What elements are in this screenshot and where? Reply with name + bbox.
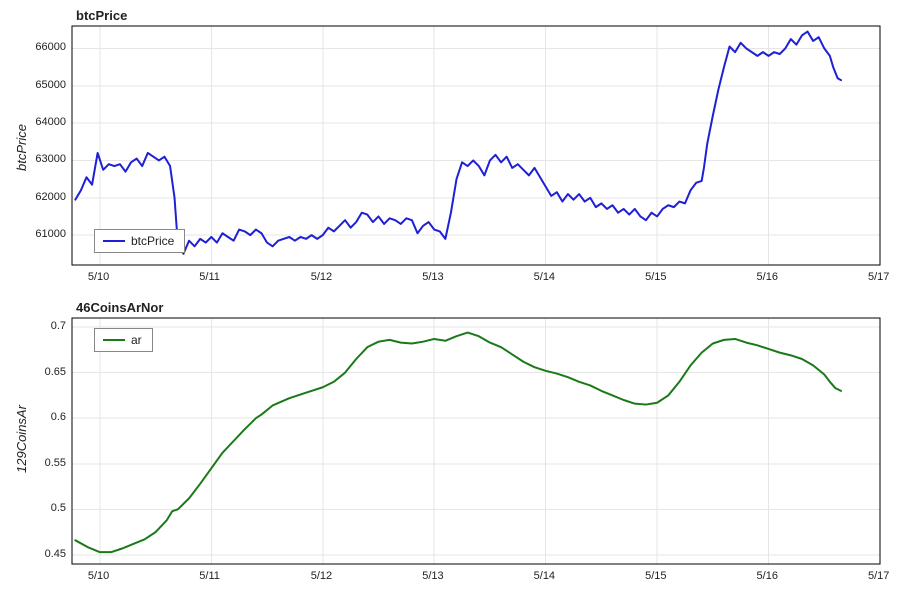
legend: btcPrice	[94, 229, 185, 253]
y-tick-label: 0.55	[45, 457, 66, 469]
series-line	[75, 333, 841, 553]
x-tick-label: 5/12	[311, 570, 332, 582]
chart-title: 46CoinsArNor	[76, 300, 163, 315]
y-tick-label: 0.65	[45, 366, 66, 378]
y-tick-label: 61000	[35, 228, 66, 240]
y-axis-label: 129CoinsAr	[14, 405, 29, 473]
x-tick-label: 5/11	[199, 570, 220, 582]
chart-container: btcPrice btcPrice 61000 62000 63000 64000 6500…	[0, 0, 900, 600]
x-tick-label: 5/15	[645, 570, 666, 582]
x-tick-label: 5/13	[422, 570, 443, 582]
y-tick-label: 0.5	[51, 502, 66, 514]
x-tick-label: 5/17	[868, 271, 889, 283]
legend-swatch	[103, 240, 125, 242]
x-tick-label: 5/17	[868, 570, 889, 582]
x-tick-label: 5/16	[757, 271, 778, 283]
x-tick-label: 5/14	[534, 271, 555, 283]
y-tick-label: 64000	[35, 116, 66, 128]
legend-swatch	[103, 339, 125, 341]
series-line	[75, 32, 841, 254]
chart-panel-0: btcPrice btcPrice 61000 62000 63000 64000 6500…	[0, 8, 900, 293]
y-tick-label: 66000	[35, 41, 66, 53]
y-axis-label: btcPrice	[14, 124, 29, 171]
y-tick-label: 0.45	[45, 548, 66, 560]
y-tick-label: 62000	[35, 191, 66, 203]
x-tick-label: 5/15	[645, 271, 666, 283]
x-tick-label: 5/14	[534, 570, 555, 582]
legend: ar	[94, 328, 153, 352]
x-tick-label: 5/10	[88, 570, 109, 582]
x-tick-label: 5/10	[88, 271, 109, 283]
legend-label: btcPrice	[131, 234, 174, 248]
x-tick-label: 5/13	[422, 271, 443, 283]
y-tick-label: 0.7	[51, 320, 66, 332]
x-tick-label: 5/16	[757, 570, 778, 582]
x-tick-label: 5/11	[199, 271, 220, 283]
chart-panel-1: 46CoinsArNor 129CoinsAr 0.45 0.5 0.55 0.6 0.65…	[0, 300, 900, 592]
y-tick-label: 0.6	[51, 411, 66, 423]
legend-label: ar	[131, 333, 142, 347]
x-tick-label: 5/12	[311, 271, 332, 283]
chart-title: btcPrice	[76, 8, 127, 23]
y-tick-label: 63000	[35, 153, 66, 165]
y-tick-label: 65000	[35, 79, 66, 91]
